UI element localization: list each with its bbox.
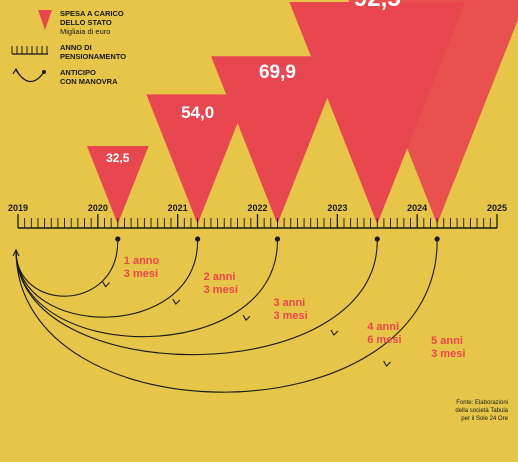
advance-arc-2 — [15, 240, 199, 318]
year-label-2019: 2019 — [8, 203, 28, 213]
advance-label-2-line-1: 2 anni — [204, 271, 236, 283]
legend-pension-title-2: PENSIONAMENTO — [60, 52, 126, 61]
value-label-1: 32,5 — [106, 151, 130, 165]
arc-arrow-icon-4 — [330, 329, 339, 336]
retirement-dot-5 — [434, 236, 440, 242]
arc-arrow-icon-3 — [242, 314, 251, 322]
value-label-4: 92,5 — [354, 0, 401, 12]
source-line-2: della società Tabula — [455, 408, 508, 414]
source-note: Fonte: Elaborazioni della società Tabula… — [455, 400, 508, 422]
source-line-3: per il Sole 24 Ore — [461, 416, 508, 422]
arc-arrow-icon-5 — [383, 360, 391, 367]
year-label-2021: 2021 — [168, 203, 188, 213]
advance-label-3-line-2: 3 mesi — [273, 310, 307, 322]
value-label-2: 54,0 — [181, 103, 214, 122]
year-label-2022: 2022 — [247, 203, 267, 213]
retirement-dot-1 — [115, 236, 121, 242]
advance-label-4-line-1: 4 anni — [367, 321, 399, 333]
legend-arc-icon — [12, 67, 46, 83]
retirement-dot-2 — [195, 236, 201, 242]
advance-arc-3 — [15, 240, 279, 338]
spend-triangle-1 — [86, 146, 149, 224]
legend-spend-title-1: SPESA A CARICO — [60, 9, 124, 18]
year-label-2024: 2024 — [407, 203, 427, 213]
source-line-1: Fonte: Elaborazioni — [456, 400, 508, 406]
advance-label-4-line-2: 6 mesi — [367, 334, 401, 346]
advance-arc-5 — [15, 240, 438, 393]
spend-triangle-3 — [211, 56, 344, 224]
year-label-2025: 2025 — [487, 203, 507, 213]
advance-label-3-line-1: 3 anni — [273, 297, 305, 309]
advance-arc-1 — [15, 240, 119, 297]
legend-spend-sub: Migliaia di euro — [60, 27, 110, 36]
arc-arrow-icon-2 — [172, 298, 181, 305]
advance-label-2-line-2: 3 mesi — [204, 284, 238, 296]
value-label-3: 69,9 — [259, 62, 296, 83]
retirement-dot-3 — [274, 236, 281, 242]
spend-triangle-5 — [348, 0, 518, 224]
advance-label-5-line-1: 5 anni — [431, 335, 463, 347]
legend: SPESA A CARICO DELLO STATO Migliaia di e… — [11, 9, 126, 86]
legend-ruler-icon — [11, 46, 48, 55]
legend-triangle-icon — [38, 10, 52, 30]
legend-pension-title-1: ANNO DI — [60, 43, 92, 52]
advance-label-1-line-1: 1 anno — [124, 255, 160, 267]
year-label-2020: 2020 — [88, 203, 108, 213]
legend-advance-title-1: ANTICIPO — [60, 68, 96, 77]
retirement-dot-4 — [374, 236, 380, 242]
advance-label-5-line-2: 3 mesi — [431, 348, 465, 360]
arc-arrow-icon-1 — [102, 281, 110, 288]
spend-triangle-2 — [146, 94, 249, 225]
year-label-2023: 2023 — [327, 203, 347, 213]
advance-label-1-line-2: 3 mesi — [124, 268, 158, 280]
legend-advance-title-2: CON MANOVRA — [60, 77, 118, 86]
legend-spend-title-2: DELLO STATO — [60, 18, 112, 27]
advance-arc-4 — [15, 240, 378, 356]
